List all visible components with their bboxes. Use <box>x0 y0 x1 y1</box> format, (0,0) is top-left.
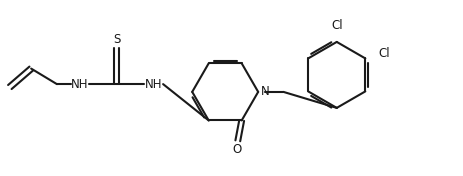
Text: N: N <box>261 85 269 98</box>
Text: Cl: Cl <box>331 19 343 32</box>
Text: NH: NH <box>144 78 162 91</box>
Text: NH: NH <box>71 78 88 91</box>
Text: O: O <box>232 143 242 156</box>
Text: Cl: Cl <box>378 47 389 60</box>
Text: S: S <box>113 33 120 46</box>
